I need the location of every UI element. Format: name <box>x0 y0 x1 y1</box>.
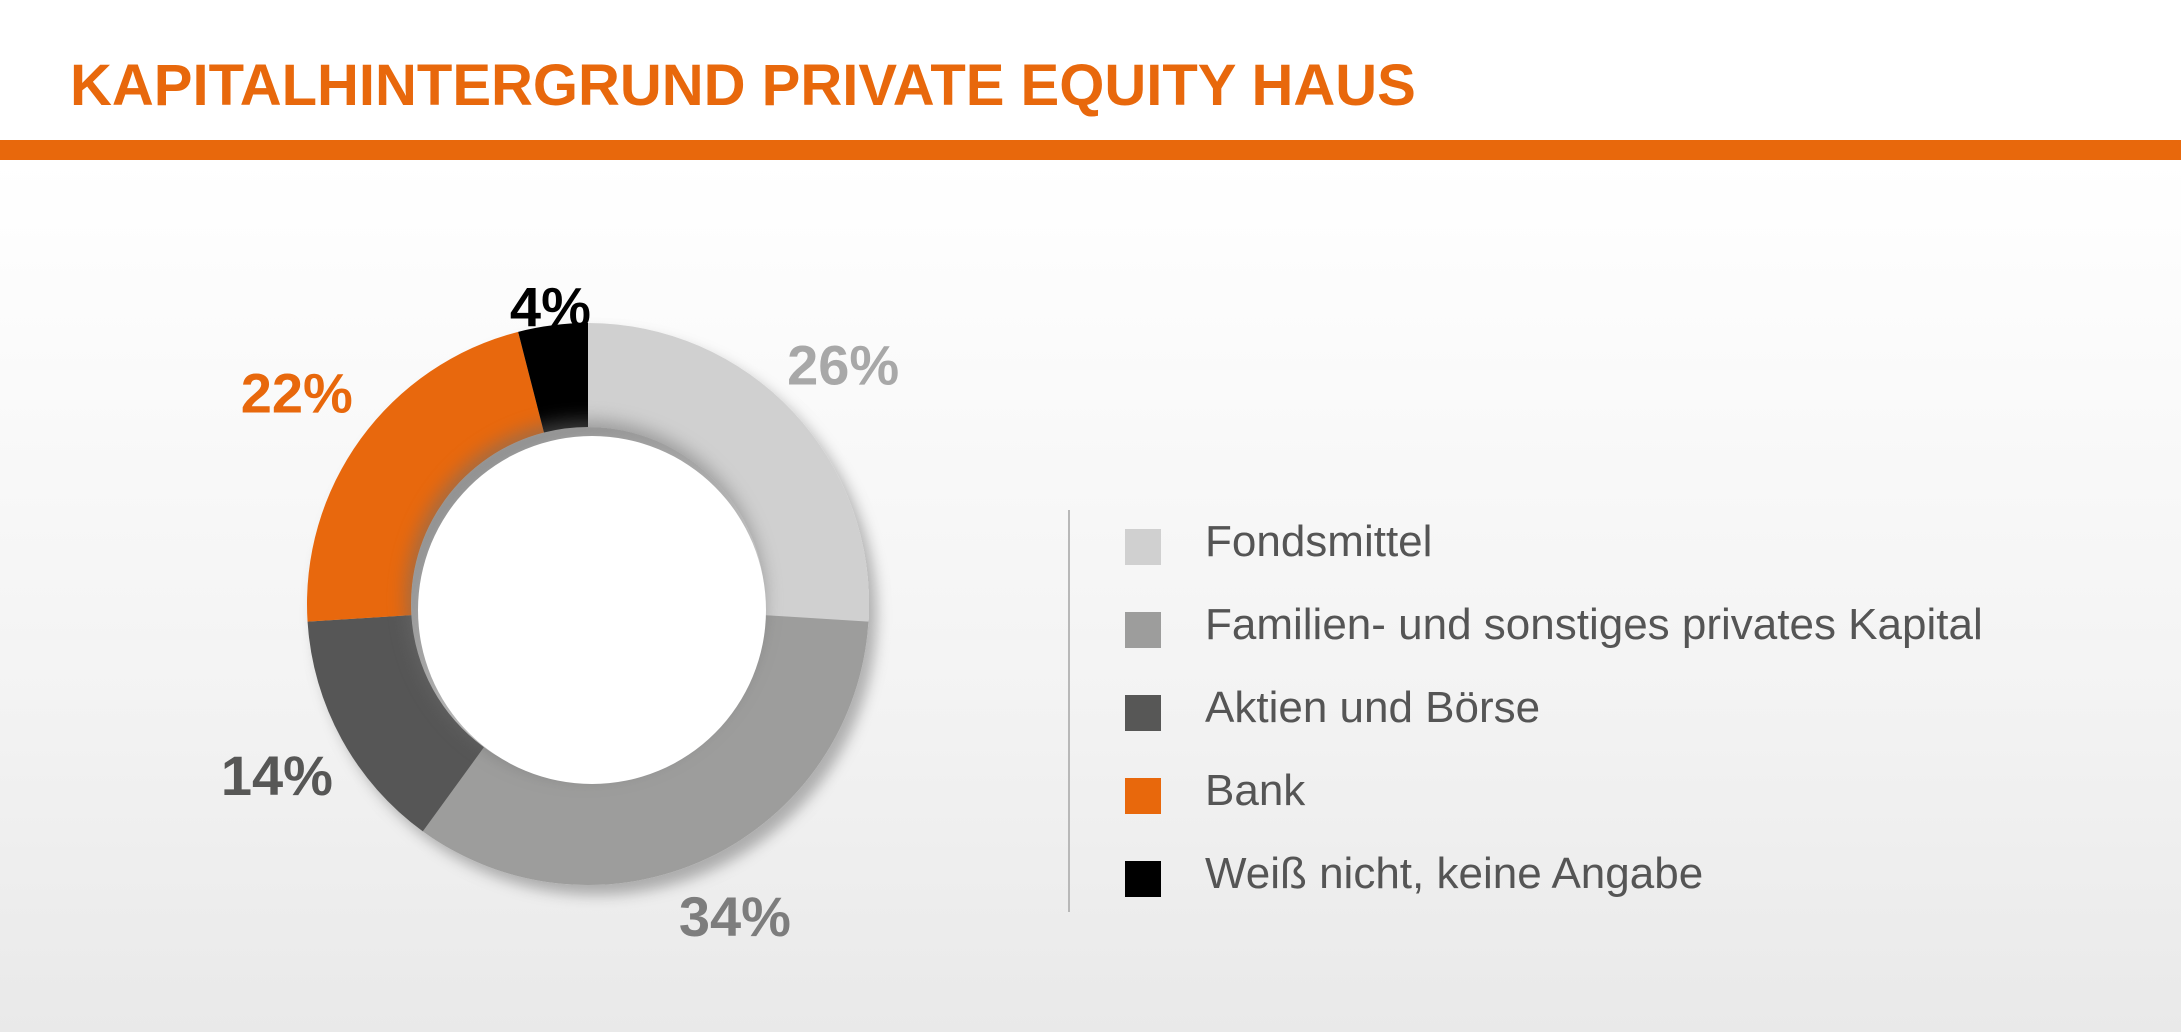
legend-swatch <box>1125 529 1161 565</box>
title-underline-rule <box>0 140 2181 160</box>
legend-swatch <box>1125 612 1161 648</box>
pct-label-weiss-nicht-keine-angabe: 4% <box>510 275 591 338</box>
donut-hole-fill <box>418 436 766 784</box>
legend-swatch <box>1125 861 1161 897</box>
legend-divider <box>1068 510 1070 912</box>
legend-label: Familien- und sonstiges privates Kapital <box>1205 600 1983 649</box>
legend-label: Weiß nicht, keine Angabe <box>1205 849 1704 898</box>
legend-label: Bank <box>1205 766 1306 815</box>
header-band <box>0 0 2181 140</box>
legend-swatch <box>1125 778 1161 814</box>
slice-fondsmittel <box>588 323 869 622</box>
legend-label: Aktien und Börse <box>1205 683 1541 732</box>
pct-label-aktien-und-borse: 14% <box>221 744 333 807</box>
pct-label-familien-und-sonstiges-privates-kapital: 34% <box>679 885 791 948</box>
slice-aktien-und-borse <box>307 615 484 832</box>
slice-weiss-nicht-keine-angabe <box>518 323 588 433</box>
percentage-labels: 26% 34% 14% 22% 4% <box>221 275 899 948</box>
pct-label-fondsmittel: 26% <box>787 333 899 396</box>
legend-swatch <box>1125 695 1161 731</box>
slice-familien-und-sonstiges-privates-kapital <box>422 615 869 885</box>
pct-label-bank: 22% <box>241 361 353 424</box>
donut-slices <box>307 323 869 885</box>
donut-hole <box>406 420 766 784</box>
page-title: KAPITALHINTERGRUND PRIVATE EQUITY HAUS <box>70 53 1416 118</box>
slice-bank <box>307 331 544 622</box>
legend-label: Fondsmittel <box>1205 517 1433 566</box>
